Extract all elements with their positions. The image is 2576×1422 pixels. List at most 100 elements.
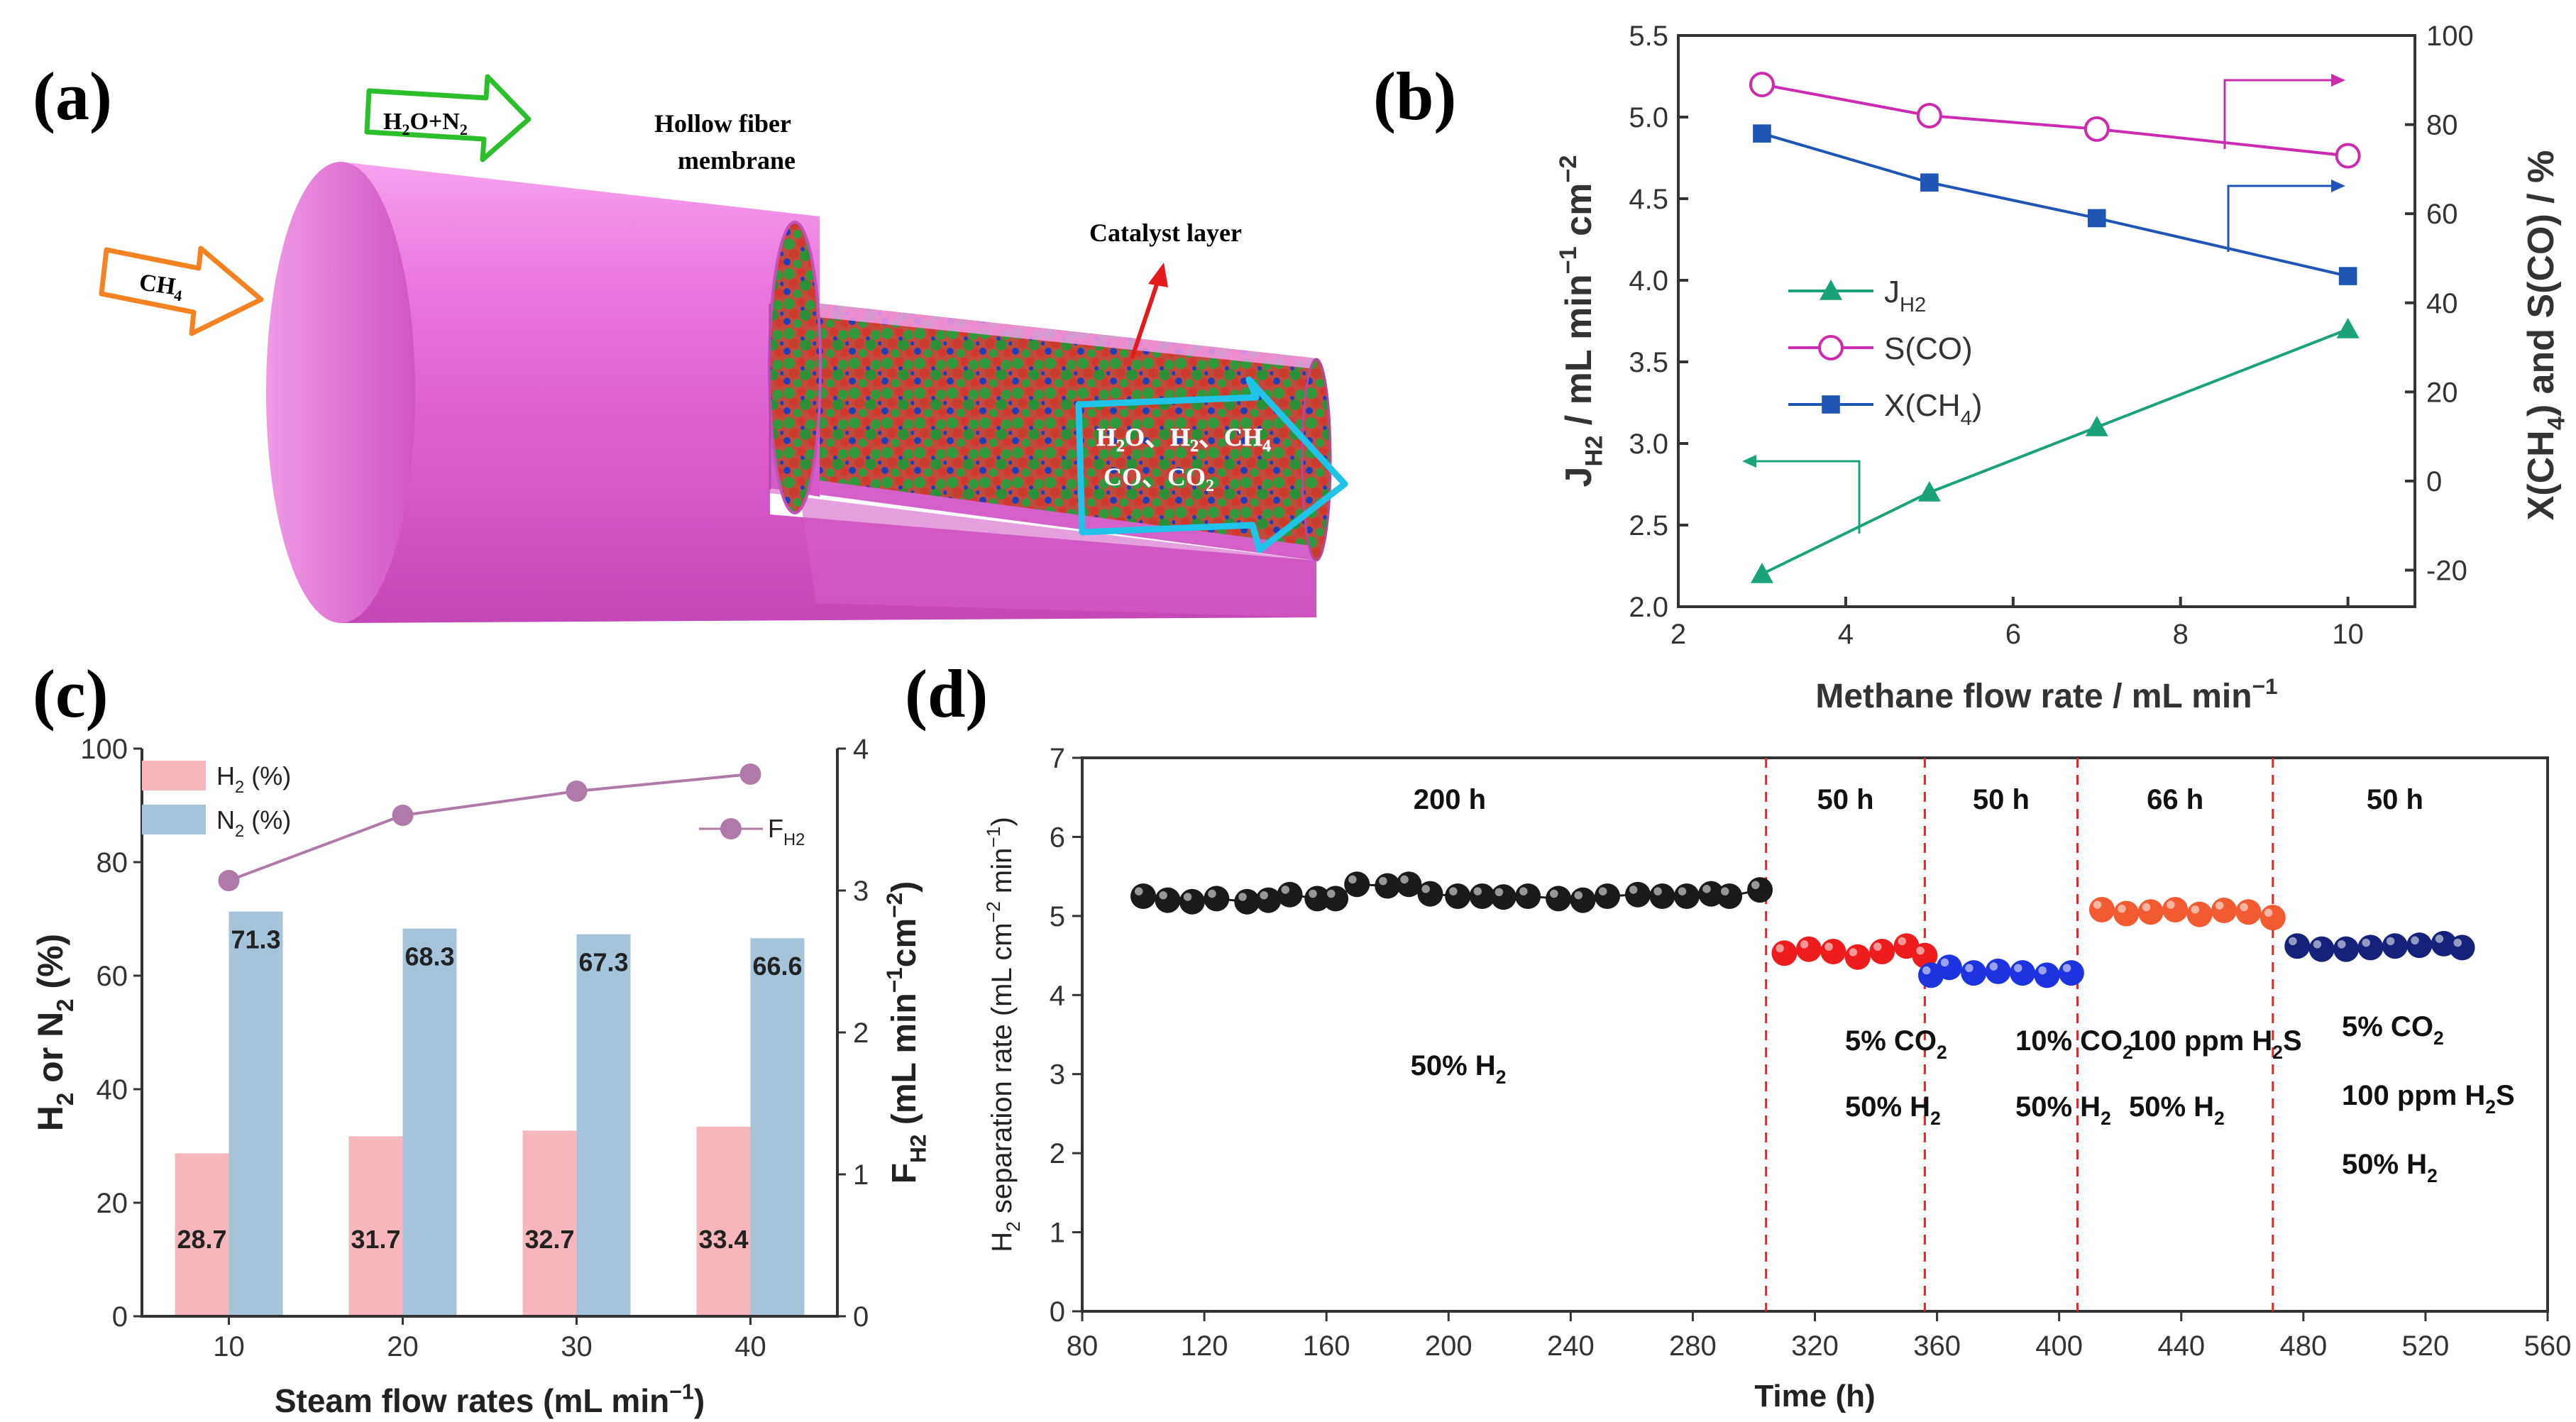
d-point-3-5 (2211, 898, 2237, 924)
b-point-1-2 (2084, 116, 2110, 142)
d-point-0-21-shine (1653, 887, 1662, 895)
b-point-2-1 (1920, 173, 1939, 192)
c-label-n2-0: 71.3 (231, 925, 280, 954)
d-point-0-25 (1747, 877, 1773, 903)
c-yr-tick-label: 3 (853, 876, 869, 907)
d-point-2-6-body (2058, 960, 2084, 986)
d-point-2-5-body (2034, 962, 2060, 988)
d-point-2-3 (1985, 958, 2011, 984)
b-legend-label-2: X(CH4) (1884, 388, 1982, 430)
b-yl-tick-label: 4.5 (1629, 184, 1668, 215)
d-point-0-4 (1234, 888, 1260, 915)
d-point-1-0 (1771, 940, 1798, 966)
b-x-axis-title: Methane flow rate / mL min−1 (1815, 673, 2277, 715)
d-point-4-3-body (2357, 935, 2384, 961)
b-yl-tick-label: 2.0 (1629, 592, 1668, 623)
b-yl-tick-label: 5.5 (1629, 21, 1668, 52)
c-bar-n2-1 (402, 928, 457, 1316)
d-point-1-0-body (1771, 940, 1798, 966)
c-yr-tick-label: 0 (853, 1301, 869, 1333)
d-point-0-11 (1396, 871, 1422, 898)
c-label-h2-1: 31.7 (351, 1225, 400, 1254)
b-yr-tick-label: 0 (2426, 466, 2442, 497)
d-point-3-3 (2162, 896, 2189, 922)
b-jh2-pointer-head (1742, 455, 1756, 468)
c-label-h2-0: 28.7 (177, 1225, 226, 1254)
d-x-axis-title: Time (h) (1754, 1379, 1875, 1413)
d-point-4-7 (2449, 935, 2475, 961)
d-point-2-4 (2010, 960, 2036, 986)
d-point-1-1 (1795, 936, 1822, 962)
d-point-0-14-shine (1473, 887, 1482, 895)
d-point-0-9-shine (1348, 875, 1357, 884)
d-point-3-1-body (2113, 900, 2140, 927)
d-point-3-1-shine (2118, 904, 2126, 913)
d-point-0-0 (1130, 883, 1157, 909)
d-point-0-17 (1546, 886, 1572, 912)
c-label-h2-3: 33.4 (698, 1225, 748, 1254)
d-point-3-6 (2235, 899, 2262, 925)
d-point-0-24-body (1717, 883, 1743, 909)
d-point-4-4-shine (2386, 937, 2395, 946)
b-jh2-pointer (1753, 460, 1861, 534)
d-x-tick-label: 480 (2279, 1330, 2327, 1362)
d-point-4-2-body (2333, 936, 2360, 962)
d-point-0-16-shine (1519, 887, 1528, 895)
panel-d: (d) 80 120 160 200 240 280 320 360 400 440 480 520 5… (905, 656, 2571, 1413)
c-label-h2-2: 32.7 (524, 1225, 574, 1254)
d-duration-0: 200 h (1414, 784, 1486, 815)
hollow-fiber-label: Hollow fiber (654, 109, 791, 138)
d-point-1-2-shine (1824, 942, 1833, 951)
c-y-right-title: FH2 (mL min−1cm−2) (881, 881, 931, 1184)
d-point-4-7-shine (2453, 938, 2462, 947)
d-point-0-3-shine (1208, 889, 1216, 898)
catalyst-layer-label: Catalyst layer (1089, 219, 1242, 247)
d-point-1-4-body (1869, 939, 1895, 964)
d-point-0-1-body (1155, 887, 1181, 913)
b-x-tick-label: 8 (2173, 619, 2189, 650)
b-legend-marker-0 (1820, 280, 1842, 300)
d-point-0-20-shine (1629, 886, 1638, 894)
d-point-3-4-shine (2191, 905, 2200, 914)
d-x-tick-label: 560 (2524, 1330, 2572, 1362)
d-point-0-2 (1179, 888, 1205, 915)
c-bar-n2-2 (576, 934, 631, 1316)
b-yr-tick-label: 60 (2426, 199, 2458, 230)
d-point-0-0-body (1130, 883, 1157, 909)
d-point-3-7 (2259, 905, 2286, 931)
b-yr-tick-label: 40 (2426, 288, 2458, 319)
b-point-0-3 (2336, 318, 2360, 338)
d-point-1-3-shine (1849, 948, 1858, 957)
d-condition-4-1: 100 ppm H2S (2342, 1080, 2515, 1118)
c-legend-n2-label: N2 (%) (216, 805, 291, 841)
c-yl-tick-label: 80 (97, 847, 128, 878)
d-condition-0-0: 50% H2 (1411, 1050, 1507, 1088)
d-point-2-1 (1936, 954, 1962, 981)
c-yl-tick-label: 20 (97, 1188, 128, 1219)
d-point-2-4-body (2010, 960, 2036, 986)
d-point-0-19 (1594, 883, 1620, 909)
d-point-0-0-shine (1134, 887, 1143, 895)
d-y-tick-label: 2 (1050, 1138, 1065, 1169)
b-scoa-pointer (2223, 79, 2338, 149)
d-x-tick-label: 80 (1067, 1330, 1099, 1362)
d-condition-3-1: 50% H2 (2129, 1091, 2225, 1129)
c-x-tick-label: 20 (387, 1331, 419, 1362)
d-point-2-0-shine (1922, 966, 1931, 975)
d-point-0-6-shine (1281, 886, 1290, 894)
panel-c: (c) 28.771.31031.768.32032.767.33033.466… (31, 656, 930, 1419)
b-legend-marker-1 (1818, 335, 1844, 360)
d-point-4-1-shine (2313, 940, 2322, 949)
d-point-1-5-shine (1898, 937, 1907, 946)
d-point-3-0-body (2088, 896, 2115, 922)
d-point-4-4 (2382, 933, 2408, 959)
c-x-tick-label: 10 (213, 1331, 245, 1362)
d-point-0-19-shine (1598, 887, 1607, 895)
ch4-feed-arrow: CH4 (99, 246, 264, 336)
b-point-1-3 (2335, 143, 2361, 169)
b-yr-tick-label: 100 (2426, 21, 2474, 52)
products-arrow: H2O、H2、CH4 CO、CO2 (1075, 376, 1348, 553)
d-point-4-5 (2406, 932, 2433, 959)
d-y-tick-label: 1 (1050, 1218, 1065, 1249)
sweep-gas-arrow: H2O+N2 (364, 74, 532, 162)
